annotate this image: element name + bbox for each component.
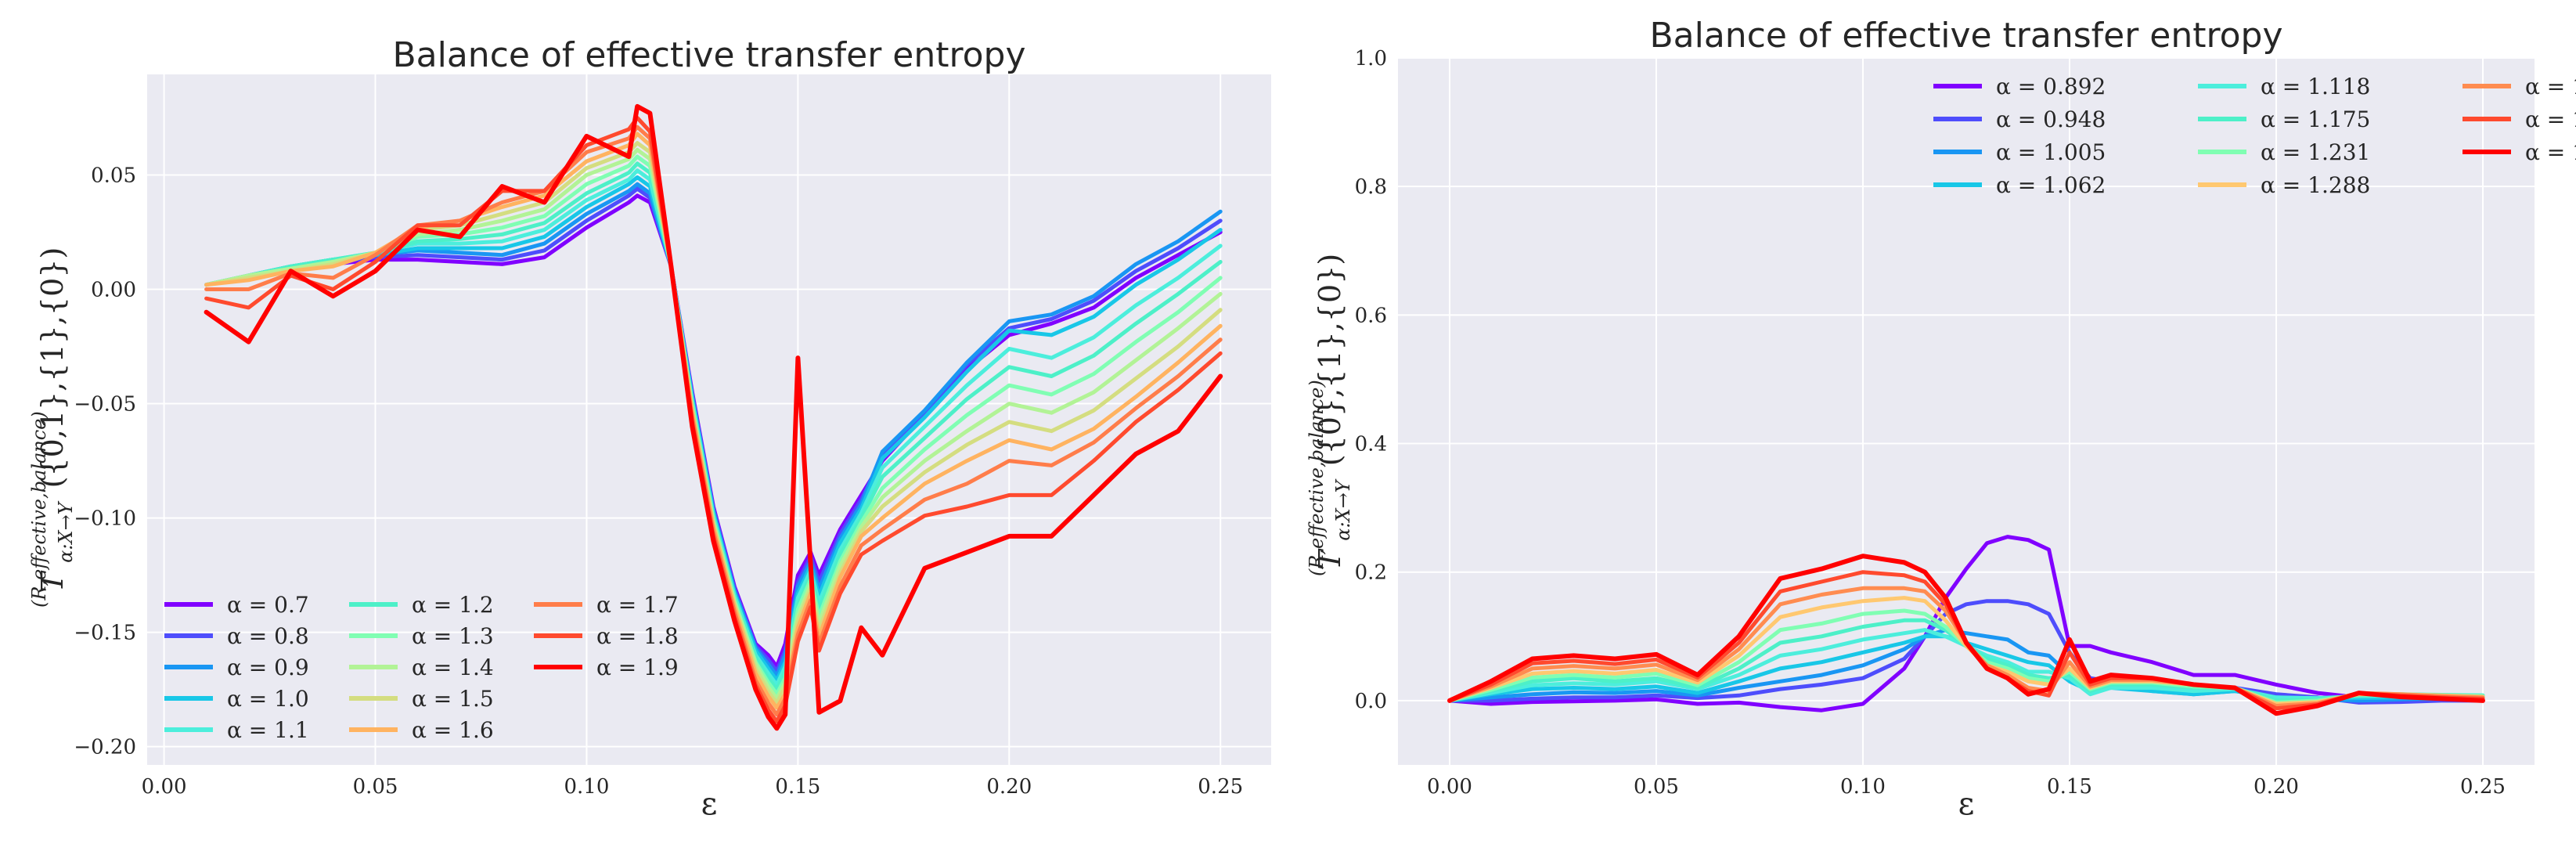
left-plot-area — [147, 74, 1271, 765]
right-legend-label: α = 1.401 — [2525, 106, 2576, 132]
svg-text:T α:X→Y ({0},{: T α:X→Y ({0},{1},{0}) — [1313, 254, 1356, 570]
left-x-tick-label: 0.05 — [353, 775, 398, 799]
right-legend-label: α = 1.175 — [2261, 106, 2370, 132]
right-y-tick-label: 0.0 — [1355, 690, 1387, 713]
left-x-tick-label: 0.00 — [142, 775, 187, 799]
left-y-tick-label: −0.10 — [74, 507, 136, 531]
right-y-tick-label: 0.4 — [1355, 433, 1387, 456]
right-x-tick-label: 0.10 — [1840, 775, 1886, 799]
right-legend-label: α = 1.118 — [2261, 74, 2370, 99]
left-ylabel-sup: (R,effective,balance) — [28, 411, 50, 608]
left-legend-label: α = 1.7 — [596, 592, 679, 618]
left-legend-label: α = 1.1 — [227, 717, 309, 743]
left-legend-label: α = 1.2 — [412, 592, 494, 618]
right-y-axis-label: T α:X→Y ({0},{1},{0}) (R,effective,balan… — [1306, 254, 1356, 576]
right-ylabel-sup: (R,effective,balance) — [1306, 380, 1328, 576]
left-legend-label: α = 0.7 — [227, 592, 309, 618]
right-legend-label: α = 1.231 — [2261, 139, 2370, 165]
left-ylabel-sub: α:X→Y — [55, 500, 77, 562]
left-y-axis-label: T α:X→Y ({0,1},{1},{0}) (R,effective,bal… — [28, 247, 79, 608]
left-series-line-13 — [204, 103, 1223, 731]
right-x-tick-label: 0.25 — [2460, 775, 2506, 799]
left-legend-label: α = 1.4 — [412, 655, 494, 680]
right-legend-label: α = 1.062 — [1996, 172, 2106, 198]
left-legend-label: α = 0.9 — [227, 655, 309, 680]
right-series-line-1 — [1447, 535, 2485, 712]
right-legend-label: α = 0.892 — [1996, 74, 2106, 99]
right-x-tick-label: 0.05 — [1634, 775, 1679, 799]
left-legend-label: α = 1.0 — [227, 686, 309, 712]
right-legend-label: α = 1.344 — [2525, 74, 2576, 99]
left-y-tick-label: −0.20 — [74, 736, 136, 759]
left-chart-title: Balance of effective transfer entropy — [392, 35, 1025, 75]
left-x-tick-label: 0.20 — [986, 775, 1032, 799]
left-ylabel-arg: ({0,1},{1},{0}) — [35, 247, 70, 489]
left-x-tick-label: 0.10 — [564, 775, 609, 799]
right-y-tick-label: 0.8 — [1355, 175, 1387, 199]
right-x-tick-label: 0.20 — [2254, 775, 2299, 799]
right-legend-label: α = 1.288 — [2261, 172, 2370, 198]
left-y-tick-label: 0.00 — [91, 279, 136, 302]
right-legend-label: α = 1.005 — [1996, 139, 2106, 165]
left-legend-label: α = 1.6 — [412, 717, 494, 743]
left-legend-label: α = 1.3 — [412, 623, 494, 649]
svg-text:T α:X→Y ({0,1}: T α:X→Y ({0,1},{1},{0}) — [35, 247, 79, 593]
right-ylabel-main: T — [1313, 548, 1347, 570]
left-series — [204, 103, 1223, 731]
left-chart: 0.00 0.05 0.10 0.15 0.20 0.25 −0.20 −0.15 −0.10 −… — [28, 35, 1271, 822]
left-legend-label: α = 1.8 — [596, 623, 679, 649]
right-x-axis-label: ε — [1958, 786, 1975, 822]
right-x-tick-label: 0.00 — [1427, 775, 1472, 799]
right-legend: α = 0.892 α = 0.948 α = 1.005 α = 1.062 α = … — [1933, 74, 2576, 198]
right-chart-title: Balance of effective transfer entropy — [1649, 16, 2282, 56]
right-y-tick-label: 0.6 — [1355, 304, 1387, 327]
left-grid — [147, 74, 1271, 765]
left-y-tick-label: 0.05 — [91, 164, 136, 188]
left-x-tick-label: 0.25 — [1198, 775, 1243, 799]
right-ylabel-arg: ({0},{1},{0}) — [1313, 254, 1347, 466]
left-x-tick-label: 0.15 — [775, 775, 820, 799]
right-x-tick-label: 0.15 — [2047, 775, 2092, 799]
right-ticks: 0.00 0.05 0.10 0.15 0.20 0.25 0.0 0.2 0.4 0.6 0.8 1… — [1355, 47, 2506, 799]
left-legend-label: α = 1.9 — [596, 655, 679, 680]
right-ylabel-sub: α:X→Y — [1332, 478, 1354, 540]
right-legend-label: α = 0.948 — [1996, 106, 2106, 132]
left-y-tick-label: −0.15 — [74, 622, 136, 645]
left-y-tick-label: −0.05 — [74, 393, 136, 417]
left-ticks: 0.00 0.05 0.10 0.15 0.20 0.25 −0.20 −0.15 −0.10 −… — [74, 164, 1243, 799]
left-legend: α = 0.7 α = 0.8 α = 0.9 α = 1.0 α = 1.1 α = 1… — [164, 592, 679, 743]
left-x-axis-label: ε — [701, 786, 718, 822]
right-y-tick-label: 1.0 — [1355, 47, 1387, 70]
left-legend-label: α = 0.8 — [227, 623, 309, 649]
right-chart: 0.00 0.05 0.10 0.15 0.20 0.25 0.0 0.2 0.4 0.6 0.8 1… — [1306, 16, 2576, 822]
left-legend-label: α = 1.5 — [412, 686, 494, 712]
right-series — [1447, 535, 2485, 716]
left-ylabel-main: T — [35, 570, 70, 592]
right-series-line-11 — [1447, 554, 2485, 716]
right-series-line-5 — [1447, 628, 2485, 703]
right-y-tick-label: 0.2 — [1355, 561, 1387, 585]
right-series-line-2 — [1447, 599, 2485, 705]
right-legend-label: α = 1.458 — [2525, 139, 2576, 165]
